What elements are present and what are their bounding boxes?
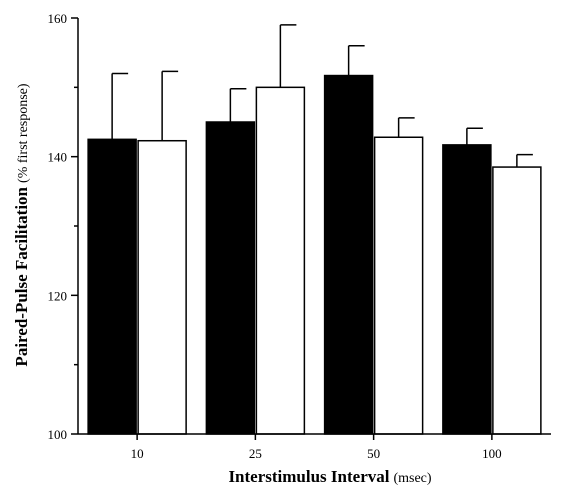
axes: 10 25 50 100 100 120 140 160 [48, 11, 551, 461]
x-axis-title-unit: (msec) [393, 471, 431, 486]
y-tick-label-120: 120 [48, 288, 68, 303]
x-tick-label-25: 25 [249, 446, 262, 461]
bar-2-10 [137, 139, 187, 435]
x-tick-label-10: 10 [131, 446, 144, 461]
y-tick-label-160: 160 [48, 11, 68, 26]
bar-1-100 [442, 144, 492, 435]
x-axis-title-main: Interstimulus Interval [228, 467, 389, 486]
x-tick-label-100: 100 [482, 446, 502, 461]
y-axis-title: Paired-Pulse Facilitation (% first respon… [12, 83, 31, 366]
y-axis-title-main: Paired-Pulse Facilitation [12, 186, 31, 366]
x-axis-title: Interstimulus Interval (msec) [228, 467, 431, 486]
y-tick-label-100: 100 [48, 427, 68, 442]
x-tick-label-50: 50 [367, 446, 380, 461]
bar-1-25 [205, 121, 256, 435]
bar-2-50 [373, 136, 424, 435]
bar-1-10 [87, 138, 137, 435]
y-tick-label-140: 140 [48, 150, 68, 165]
bars [87, 74, 542, 435]
bar-2-25 [255, 86, 306, 435]
error-bars [111, 24, 533, 168]
bar-1-50 [323, 74, 374, 435]
bar-2-100 [492, 166, 542, 435]
y-axis-title-unit: (% first response) [16, 83, 31, 183]
